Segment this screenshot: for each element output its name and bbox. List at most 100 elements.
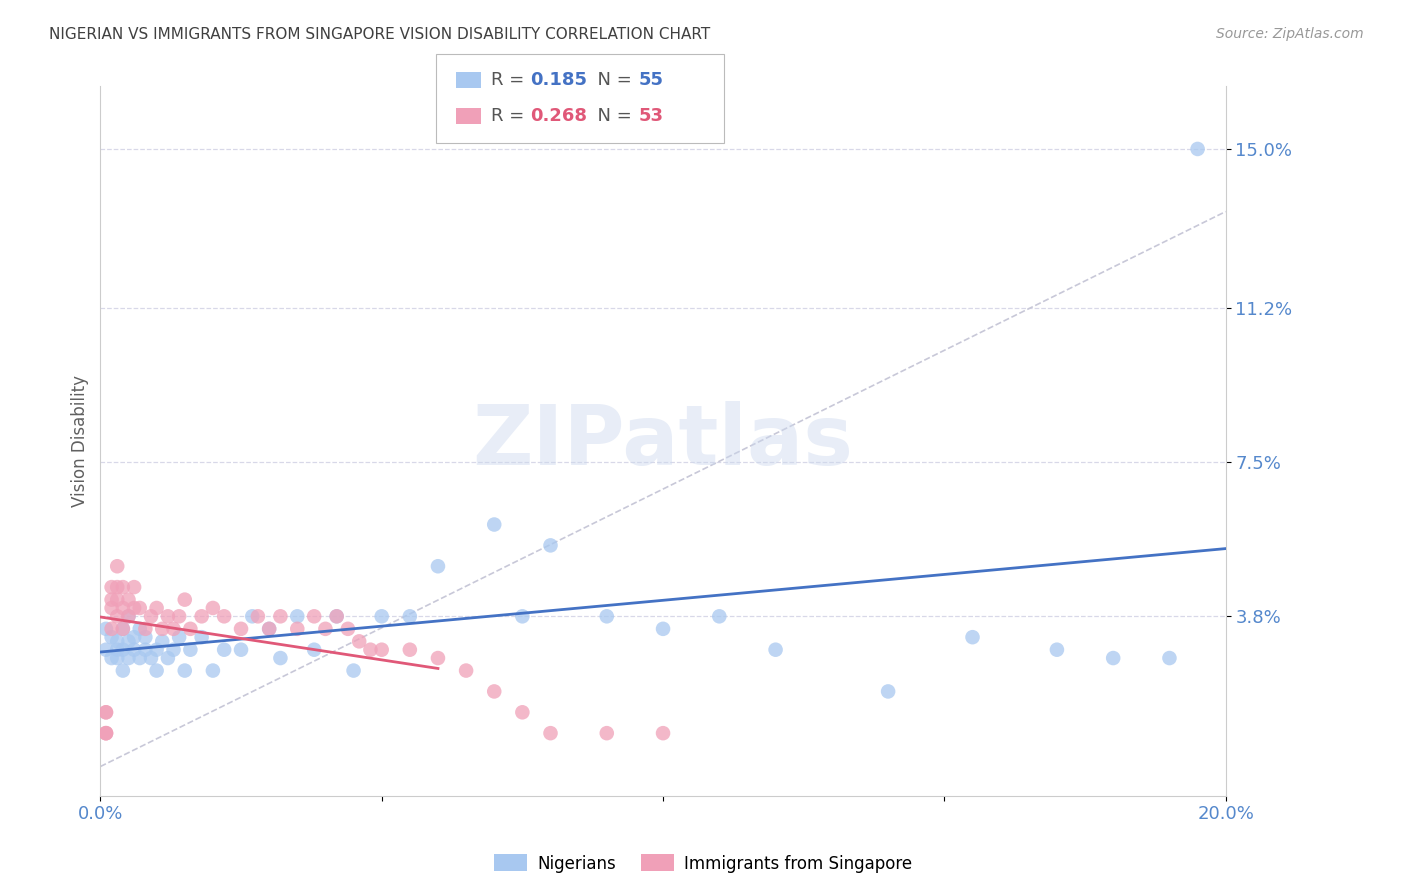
Point [111, 601, 134, 615]
Point [484, 517, 506, 532]
Point [100, 651, 122, 665]
Point [150, 622, 173, 636]
Point [962, 630, 984, 644]
Point [212, 609, 235, 624]
Point [156, 609, 179, 624]
Point [94, 706, 117, 720]
Point [122, 580, 145, 594]
Point [111, 622, 134, 636]
Point [302, 642, 325, 657]
Point [1046, 642, 1069, 657]
Text: N =: N = [586, 71, 638, 89]
Text: 53: 53 [638, 107, 664, 125]
Point [117, 634, 139, 648]
Point [94, 726, 117, 740]
Point [94, 726, 117, 740]
Text: 55: 55 [638, 71, 664, 89]
Point [173, 664, 195, 678]
Point [145, 664, 167, 678]
Point [111, 664, 134, 678]
Point [156, 651, 179, 665]
Point [342, 664, 364, 678]
Point [105, 559, 128, 574]
Point [94, 726, 117, 740]
Point [652, 622, 675, 636]
Point [240, 609, 263, 624]
Point [1159, 651, 1181, 665]
Point [269, 609, 291, 624]
Point [314, 622, 336, 636]
Point [150, 634, 173, 648]
Point [105, 580, 128, 594]
Point [111, 622, 134, 636]
Point [139, 651, 162, 665]
Point [201, 601, 224, 615]
Point [1102, 651, 1125, 665]
Point [117, 609, 139, 624]
Point [325, 609, 347, 624]
Point [652, 726, 675, 740]
Text: R =: R = [491, 107, 530, 125]
Point [285, 622, 308, 636]
Point [94, 642, 117, 657]
Point [128, 622, 150, 636]
Point [145, 601, 167, 615]
Point [190, 609, 212, 624]
Point [596, 609, 619, 624]
Point [269, 651, 291, 665]
Point [100, 580, 122, 594]
Point [173, 592, 195, 607]
Text: 0.268: 0.268 [530, 107, 588, 125]
Point [370, 609, 392, 624]
Point [128, 651, 150, 665]
Point [370, 642, 392, 657]
Legend: Nigerians, Immigrants from Singapore: Nigerians, Immigrants from Singapore [486, 847, 920, 880]
Point [426, 651, 449, 665]
Point [877, 684, 900, 698]
Text: NIGERIAN VS IMMIGRANTS FROM SINGAPORE VISION DISABILITY CORRELATION CHART: NIGERIAN VS IMMIGRANTS FROM SINGAPORE VI… [49, 27, 710, 42]
Point [540, 538, 562, 552]
Point [100, 630, 122, 644]
Point [100, 622, 122, 636]
Point [246, 609, 269, 624]
Point [302, 609, 325, 624]
Point [359, 642, 381, 657]
Point [117, 609, 139, 624]
Text: Source: ZipAtlas.com: Source: ZipAtlas.com [1216, 27, 1364, 41]
Point [336, 622, 359, 636]
Point [325, 609, 347, 624]
Point [257, 622, 280, 636]
Point [162, 622, 184, 636]
Point [94, 622, 117, 636]
Point [540, 726, 562, 740]
Point [134, 630, 156, 644]
Point [179, 622, 201, 636]
Point [484, 684, 506, 698]
Point [105, 609, 128, 624]
Point [105, 642, 128, 657]
Point [285, 609, 308, 624]
Point [1187, 142, 1209, 156]
Point [596, 726, 619, 740]
Point [512, 609, 534, 624]
Text: R =: R = [491, 71, 530, 89]
Point [398, 642, 420, 657]
Point [212, 642, 235, 657]
Point [134, 622, 156, 636]
Point [100, 601, 122, 615]
Point [128, 601, 150, 615]
Point [117, 651, 139, 665]
Point [167, 609, 190, 624]
Point [190, 630, 212, 644]
Point [709, 609, 731, 624]
Point [105, 651, 128, 665]
Point [145, 642, 167, 657]
Point [257, 622, 280, 636]
Point [229, 622, 252, 636]
Point [105, 634, 128, 648]
Point [111, 580, 134, 594]
Point [122, 642, 145, 657]
Point [122, 601, 145, 615]
Point [426, 559, 449, 574]
Point [122, 630, 145, 644]
